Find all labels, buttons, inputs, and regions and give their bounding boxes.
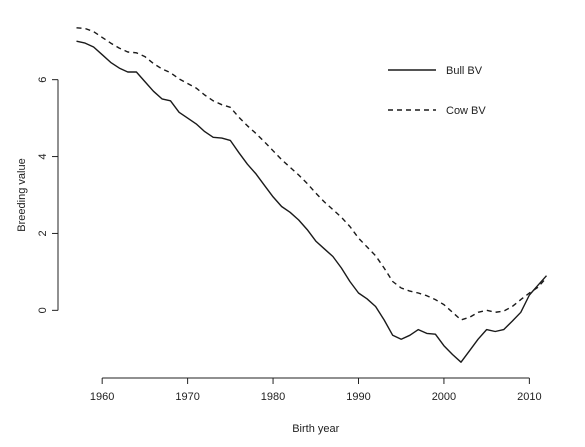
x-tick-label: 1980: [261, 391, 285, 403]
series-line-bull: [76, 40, 548, 363]
y-tick-label: 2: [37, 230, 49, 236]
y-axis-title: Breeding value: [16, 158, 28, 231]
x-ticks: 1960 1970 1980 1990 2000 2010: [90, 378, 542, 403]
x-tick-label: 1960: [90, 391, 114, 403]
legend-label-bull: Bull BV: [446, 65, 483, 77]
x-axis-title: Birth year: [292, 423, 339, 435]
y-tick-label: 0: [37, 307, 49, 313]
x-tick-label: 1970: [175, 391, 199, 403]
series-line-cow: [76, 27, 548, 321]
x-tick-label: 2000: [432, 391, 456, 403]
y-ticks: 0 2 4 6: [37, 77, 58, 313]
x-tick-label: 1990: [346, 391, 370, 403]
y-tick-label: 6: [37, 77, 49, 83]
legend: Bull BV Cow BV: [388, 65, 486, 117]
axes: 1960 1970 1980 1990 2000 2010 0 2 4 6: [37, 77, 542, 403]
x-tick-label: 2010: [517, 391, 541, 403]
legend-label-cow: Cow BV: [446, 105, 486, 117]
y-tick-label: 4: [37, 153, 49, 159]
series-group: [76, 27, 548, 363]
